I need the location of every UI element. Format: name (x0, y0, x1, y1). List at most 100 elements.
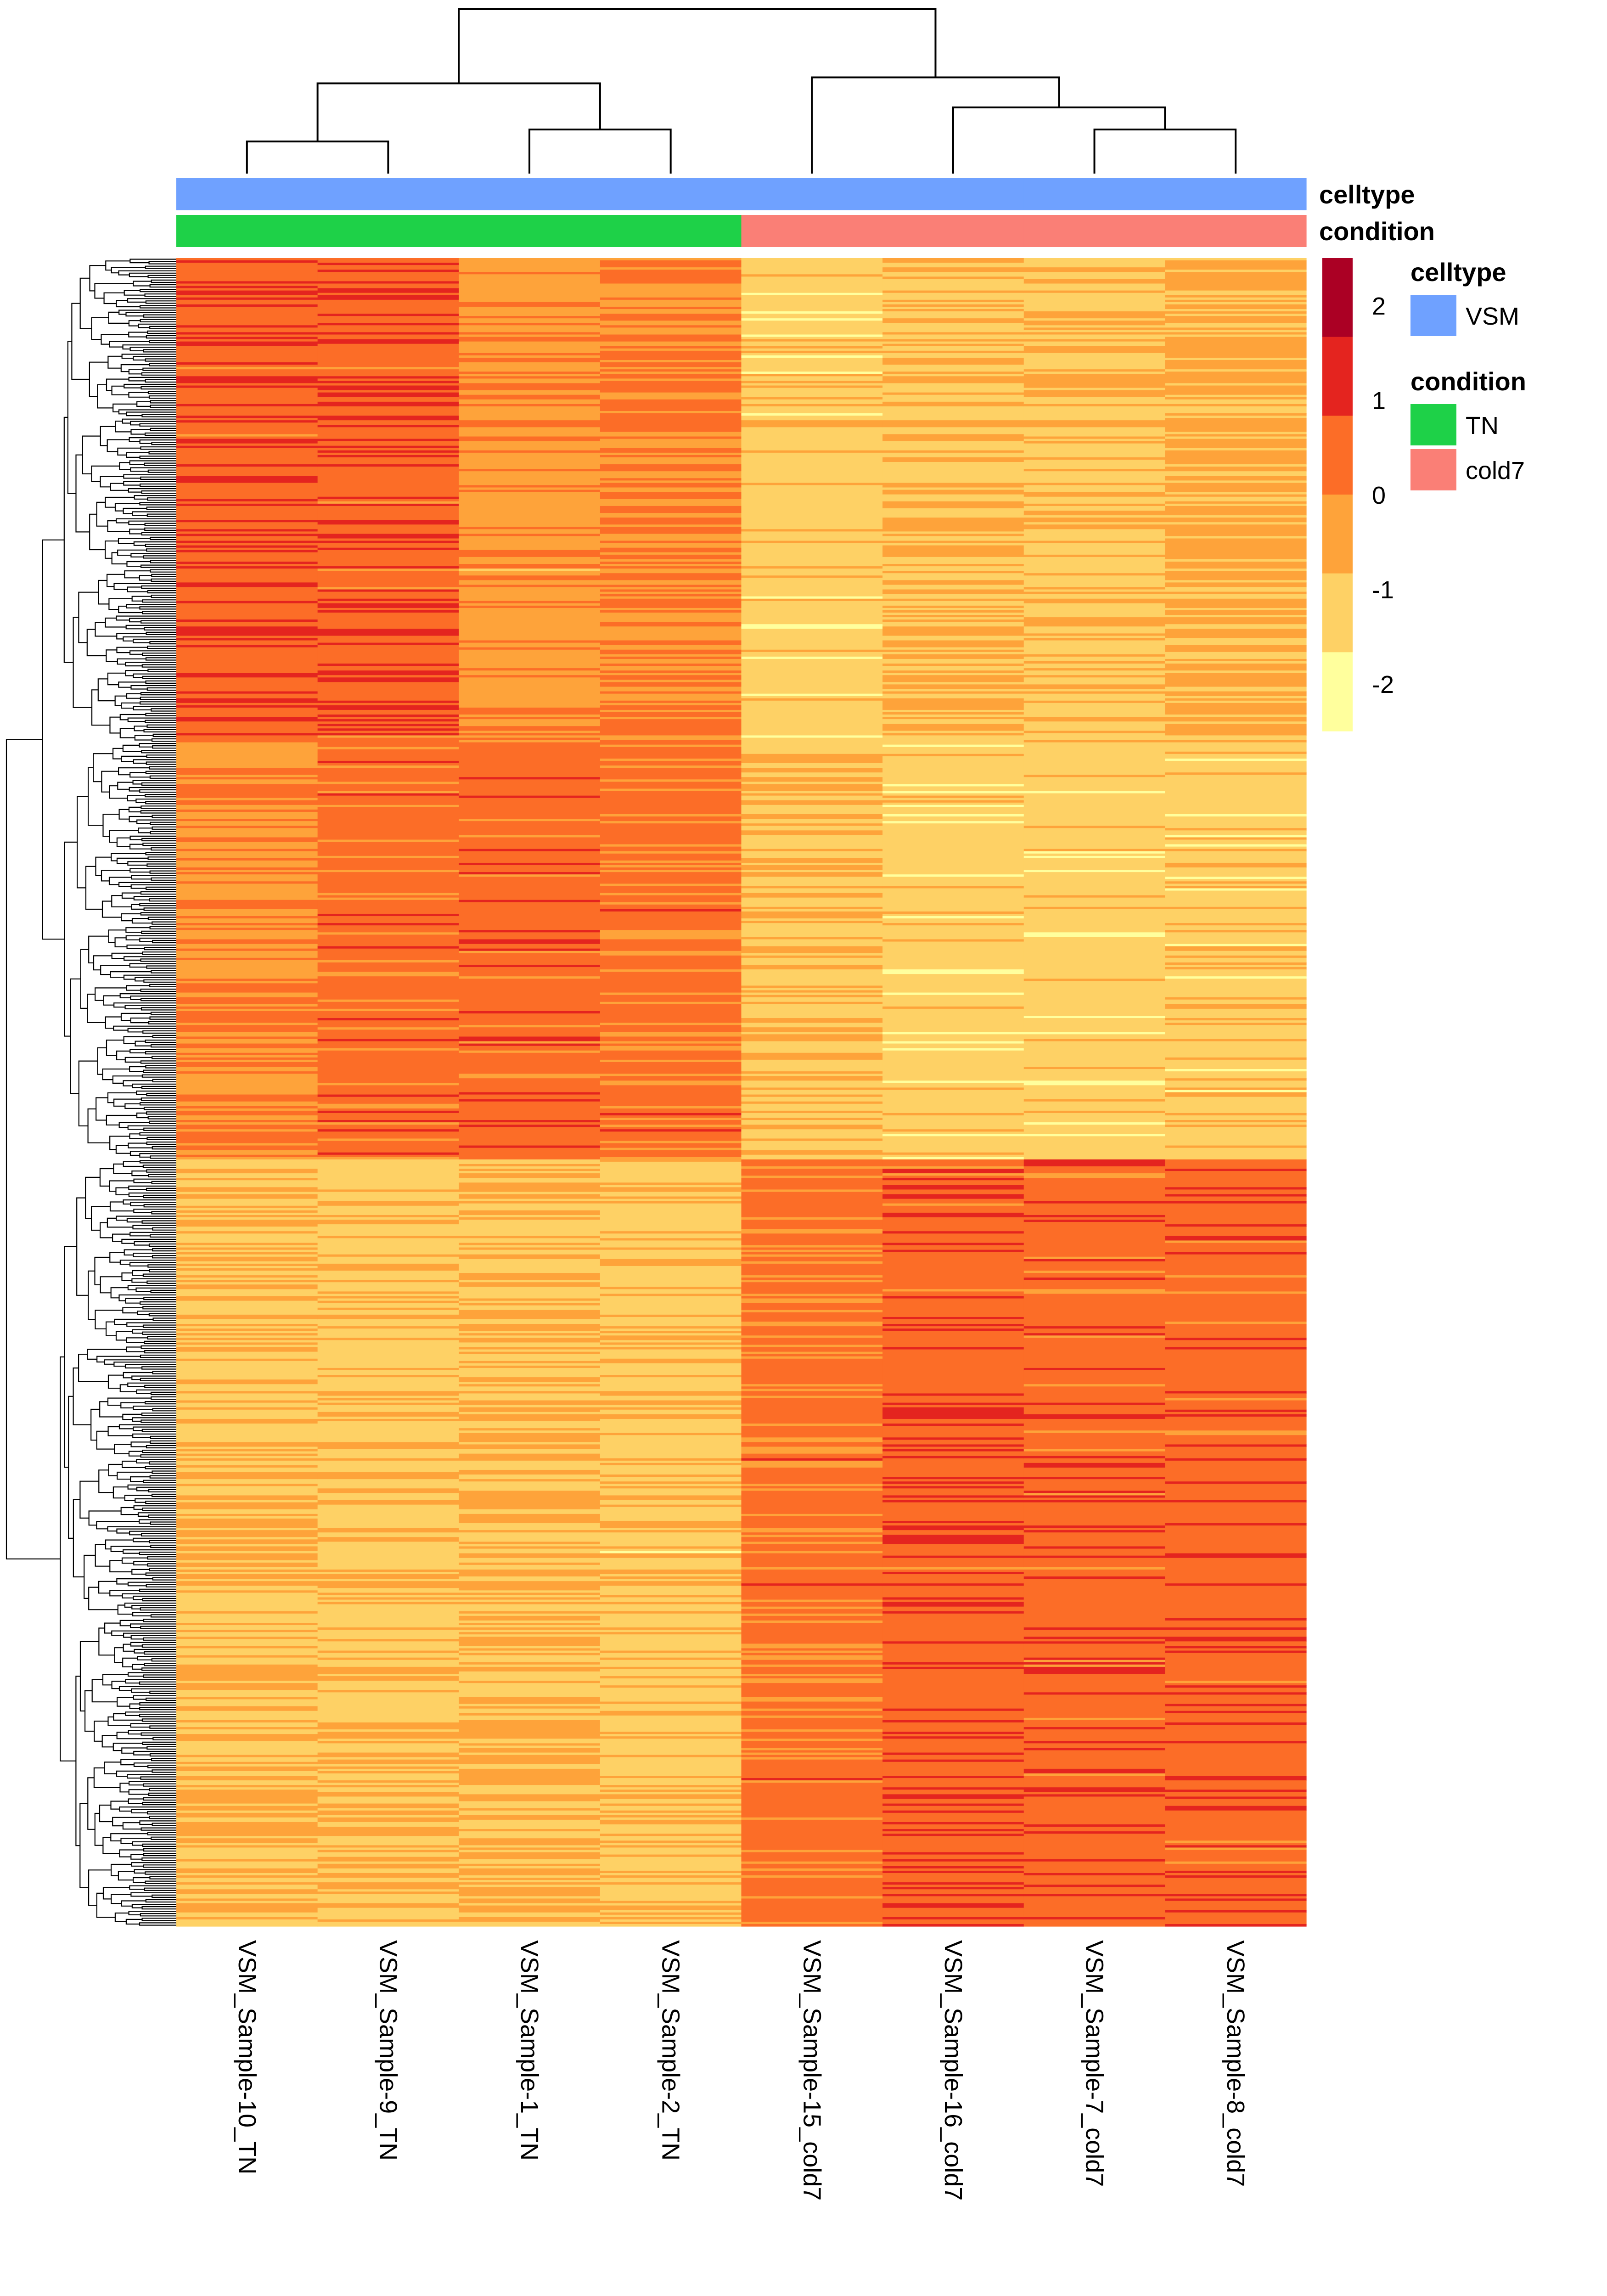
heatmap-cell (176, 1210, 318, 1213)
heatmap-cell (1023, 557, 1165, 574)
heatmap-cell (317, 675, 459, 678)
heatmap-cell (176, 1590, 318, 1593)
heatmap-cell (882, 1328, 1024, 1331)
heatmap-cell (741, 870, 883, 872)
heatmap-cell (459, 1243, 601, 1246)
heatmap-cell (1165, 964, 1307, 968)
heatmap-cell (741, 1335, 883, 1338)
heatmap-cell (176, 1120, 318, 1123)
heatmap-cell (317, 316, 459, 323)
heatmap-cell (176, 1806, 318, 1811)
heatmap-cell (459, 1632, 601, 1635)
heatmap-cell (882, 334, 1024, 340)
heatmap-cell (600, 1611, 742, 1614)
heatmap-cell (176, 828, 318, 838)
heatmap-cell (741, 1486, 883, 1489)
heatmap-cell (600, 1115, 742, 1118)
heatmap-cell (176, 1233, 318, 1244)
heatmap-cell (459, 900, 601, 903)
heatmap-cell (600, 1579, 742, 1581)
heatmap-cell (317, 1011, 459, 1019)
heatmap-cell (600, 552, 742, 555)
heatmap-cell (882, 1080, 1024, 1083)
heatmap-cell (741, 353, 883, 356)
heatmap-cell (459, 1351, 601, 1355)
heatmap-cell (317, 293, 459, 296)
heatmap-cell (741, 566, 883, 569)
heatmap-cell (600, 374, 742, 379)
heatmap-cell (459, 557, 601, 564)
heatmap-cell (1165, 1630, 1307, 1637)
heatmap-cell (317, 1113, 459, 1120)
heatmap-cell (741, 575, 883, 578)
heatmap-cell (459, 1166, 601, 1169)
heatmap-cell (317, 1449, 459, 1459)
heatmap-cell (741, 1868, 883, 1871)
heatmap-column-VSM_Sample-15_cold7 (741, 258, 883, 1927)
heatmap-cell (459, 1885, 601, 1887)
heatmap-cell (317, 1650, 459, 1654)
heatmap-cell (600, 1085, 742, 1107)
heatmap-cell (176, 1173, 318, 1178)
heatmap-cell (317, 1803, 459, 1809)
heatmap-cell (741, 1514, 883, 1517)
heatmap-cell (459, 1514, 601, 1524)
heatmap-cell (1165, 1850, 1307, 1862)
heatmap-cell (317, 1108, 459, 1111)
heatmap-cell (1023, 640, 1165, 655)
heatmap-cell (176, 1025, 318, 1032)
heatmap-cell (1023, 1220, 1165, 1222)
heatmap-cell (176, 1657, 318, 1665)
heatmap-cell (176, 703, 318, 706)
heatmap-cell (176, 1562, 318, 1568)
heatmap-cell (600, 1504, 742, 1508)
heatmap-cell (176, 1212, 318, 1216)
heatmap-cell (1023, 258, 1165, 268)
heatmap-cell (459, 821, 601, 836)
heatmap-cell (1165, 1870, 1307, 1874)
heatmap-cell (176, 742, 318, 768)
heatmap-cell (882, 802, 1024, 805)
heatmap-cell (741, 693, 883, 697)
heatmap-cell (741, 385, 883, 388)
heatmap-cell (176, 1514, 318, 1517)
heatmap-cell (317, 807, 459, 840)
heatmap-cell (600, 1778, 742, 1785)
heatmap-cell (1023, 1477, 1165, 1480)
heatmap-cell (882, 709, 1024, 713)
heatmap-cell (741, 1850, 883, 1853)
heatmap-cell (1023, 693, 1165, 701)
heatmap-cell (459, 1025, 601, 1028)
heatmap-cell (600, 1196, 742, 1199)
heatmap-cell (459, 1365, 601, 1368)
heatmap-cell (1023, 691, 1165, 694)
heatmap-cell (600, 1025, 742, 1032)
heatmap-cell (741, 814, 883, 819)
heatmap-cell (176, 1446, 318, 1450)
heatmap-cell (1023, 1768, 1165, 1774)
heatmap-cell (317, 270, 459, 272)
heatmap-cell (600, 673, 742, 675)
heatmap-cell (741, 872, 883, 877)
heatmap-cell (1023, 1657, 1165, 1660)
heatmap-cell (176, 909, 318, 917)
heatmap-cell (882, 585, 1024, 590)
heatmap-cell (741, 1023, 883, 1028)
heatmap-cell (459, 1173, 601, 1178)
heatmap-cell (741, 274, 883, 277)
heatmap-cell (882, 1458, 1024, 1477)
legend-title: condition (1410, 367, 1526, 396)
heatmap-cell (176, 506, 318, 520)
heatmap-cell (741, 1783, 883, 1818)
heatmap-cell (882, 807, 1024, 815)
heatmap-cell (459, 1386, 601, 1392)
heatmap-cell (317, 731, 459, 733)
heatmap-cell (741, 1660, 883, 1665)
heatmap-cell (882, 649, 1024, 653)
heatmap-cell (600, 1032, 742, 1037)
heatmap-cell (1165, 1115, 1307, 1120)
heatmap-cell (459, 930, 601, 933)
heatmap-cell (741, 1154, 883, 1160)
heatmap-cell (1165, 930, 1307, 933)
heatmap-cell (600, 267, 742, 270)
